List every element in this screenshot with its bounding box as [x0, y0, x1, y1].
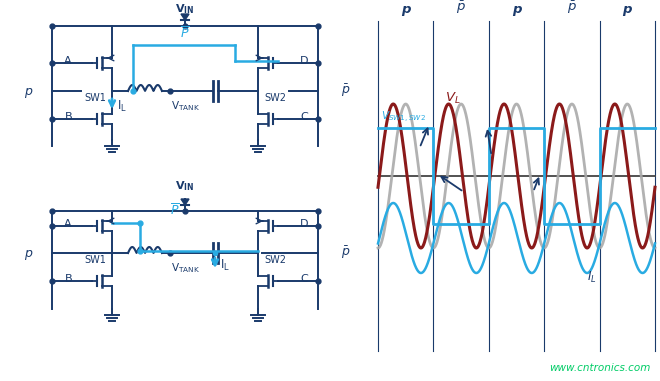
Text: A: A [65, 219, 72, 229]
Text: p: p [24, 85, 32, 98]
Text: SW2: SW2 [264, 93, 286, 103]
Text: $V_{SW1, SW2}$: $V_{SW1, SW2}$ [381, 110, 426, 125]
Text: SW2: SW2 [264, 255, 286, 265]
Text: p: p [24, 247, 32, 259]
Text: $\mathrm{I_L}$: $\mathrm{I_L}$ [220, 258, 230, 272]
Text: $\overline{P}$: $\overline{P}$ [180, 26, 190, 41]
Text: $\bar{p}$: $\bar{p}$ [456, 0, 466, 16]
Text: $\mathrm{V_{TANK}}$: $\mathrm{V_{TANK}}$ [170, 261, 199, 275]
Text: D: D [300, 219, 308, 229]
Text: SW1: SW1 [84, 255, 106, 265]
Text: p: p [512, 3, 521, 16]
Text: D: D [300, 56, 308, 66]
Text: $\bar{p}$: $\bar{p}$ [341, 245, 350, 261]
Text: $\bar{p}$: $\bar{p}$ [341, 83, 350, 99]
Text: B: B [65, 112, 72, 122]
Text: A: A [65, 56, 72, 66]
Text: SW1: SW1 [84, 93, 106, 103]
Polygon shape [181, 14, 189, 20]
Text: www.cntronics.com: www.cntronics.com [548, 363, 650, 373]
Polygon shape [181, 199, 189, 205]
Text: $\mathrm{I_L}$: $\mathrm{I_L}$ [117, 98, 127, 114]
Text: p: p [622, 3, 632, 16]
Text: $\bar{p}$: $\bar{p}$ [567, 0, 577, 16]
Text: $\mathrm{V_{TANK}}$: $\mathrm{V_{TANK}}$ [170, 99, 199, 113]
Text: B: B [65, 274, 72, 284]
Text: $V_L$: $V_L$ [445, 91, 461, 106]
Text: $\mathbf{V_{IN}}$: $\mathbf{V_{IN}}$ [176, 179, 195, 193]
Text: $\mathbf{V_{IN}}$: $\mathbf{V_{IN}}$ [176, 2, 195, 16]
Text: C: C [300, 274, 308, 284]
Text: $\overline{P}$: $\overline{P}$ [170, 203, 180, 218]
Text: p: p [401, 3, 411, 16]
Text: $I_L$: $I_L$ [587, 270, 596, 285]
Text: C: C [300, 112, 308, 122]
